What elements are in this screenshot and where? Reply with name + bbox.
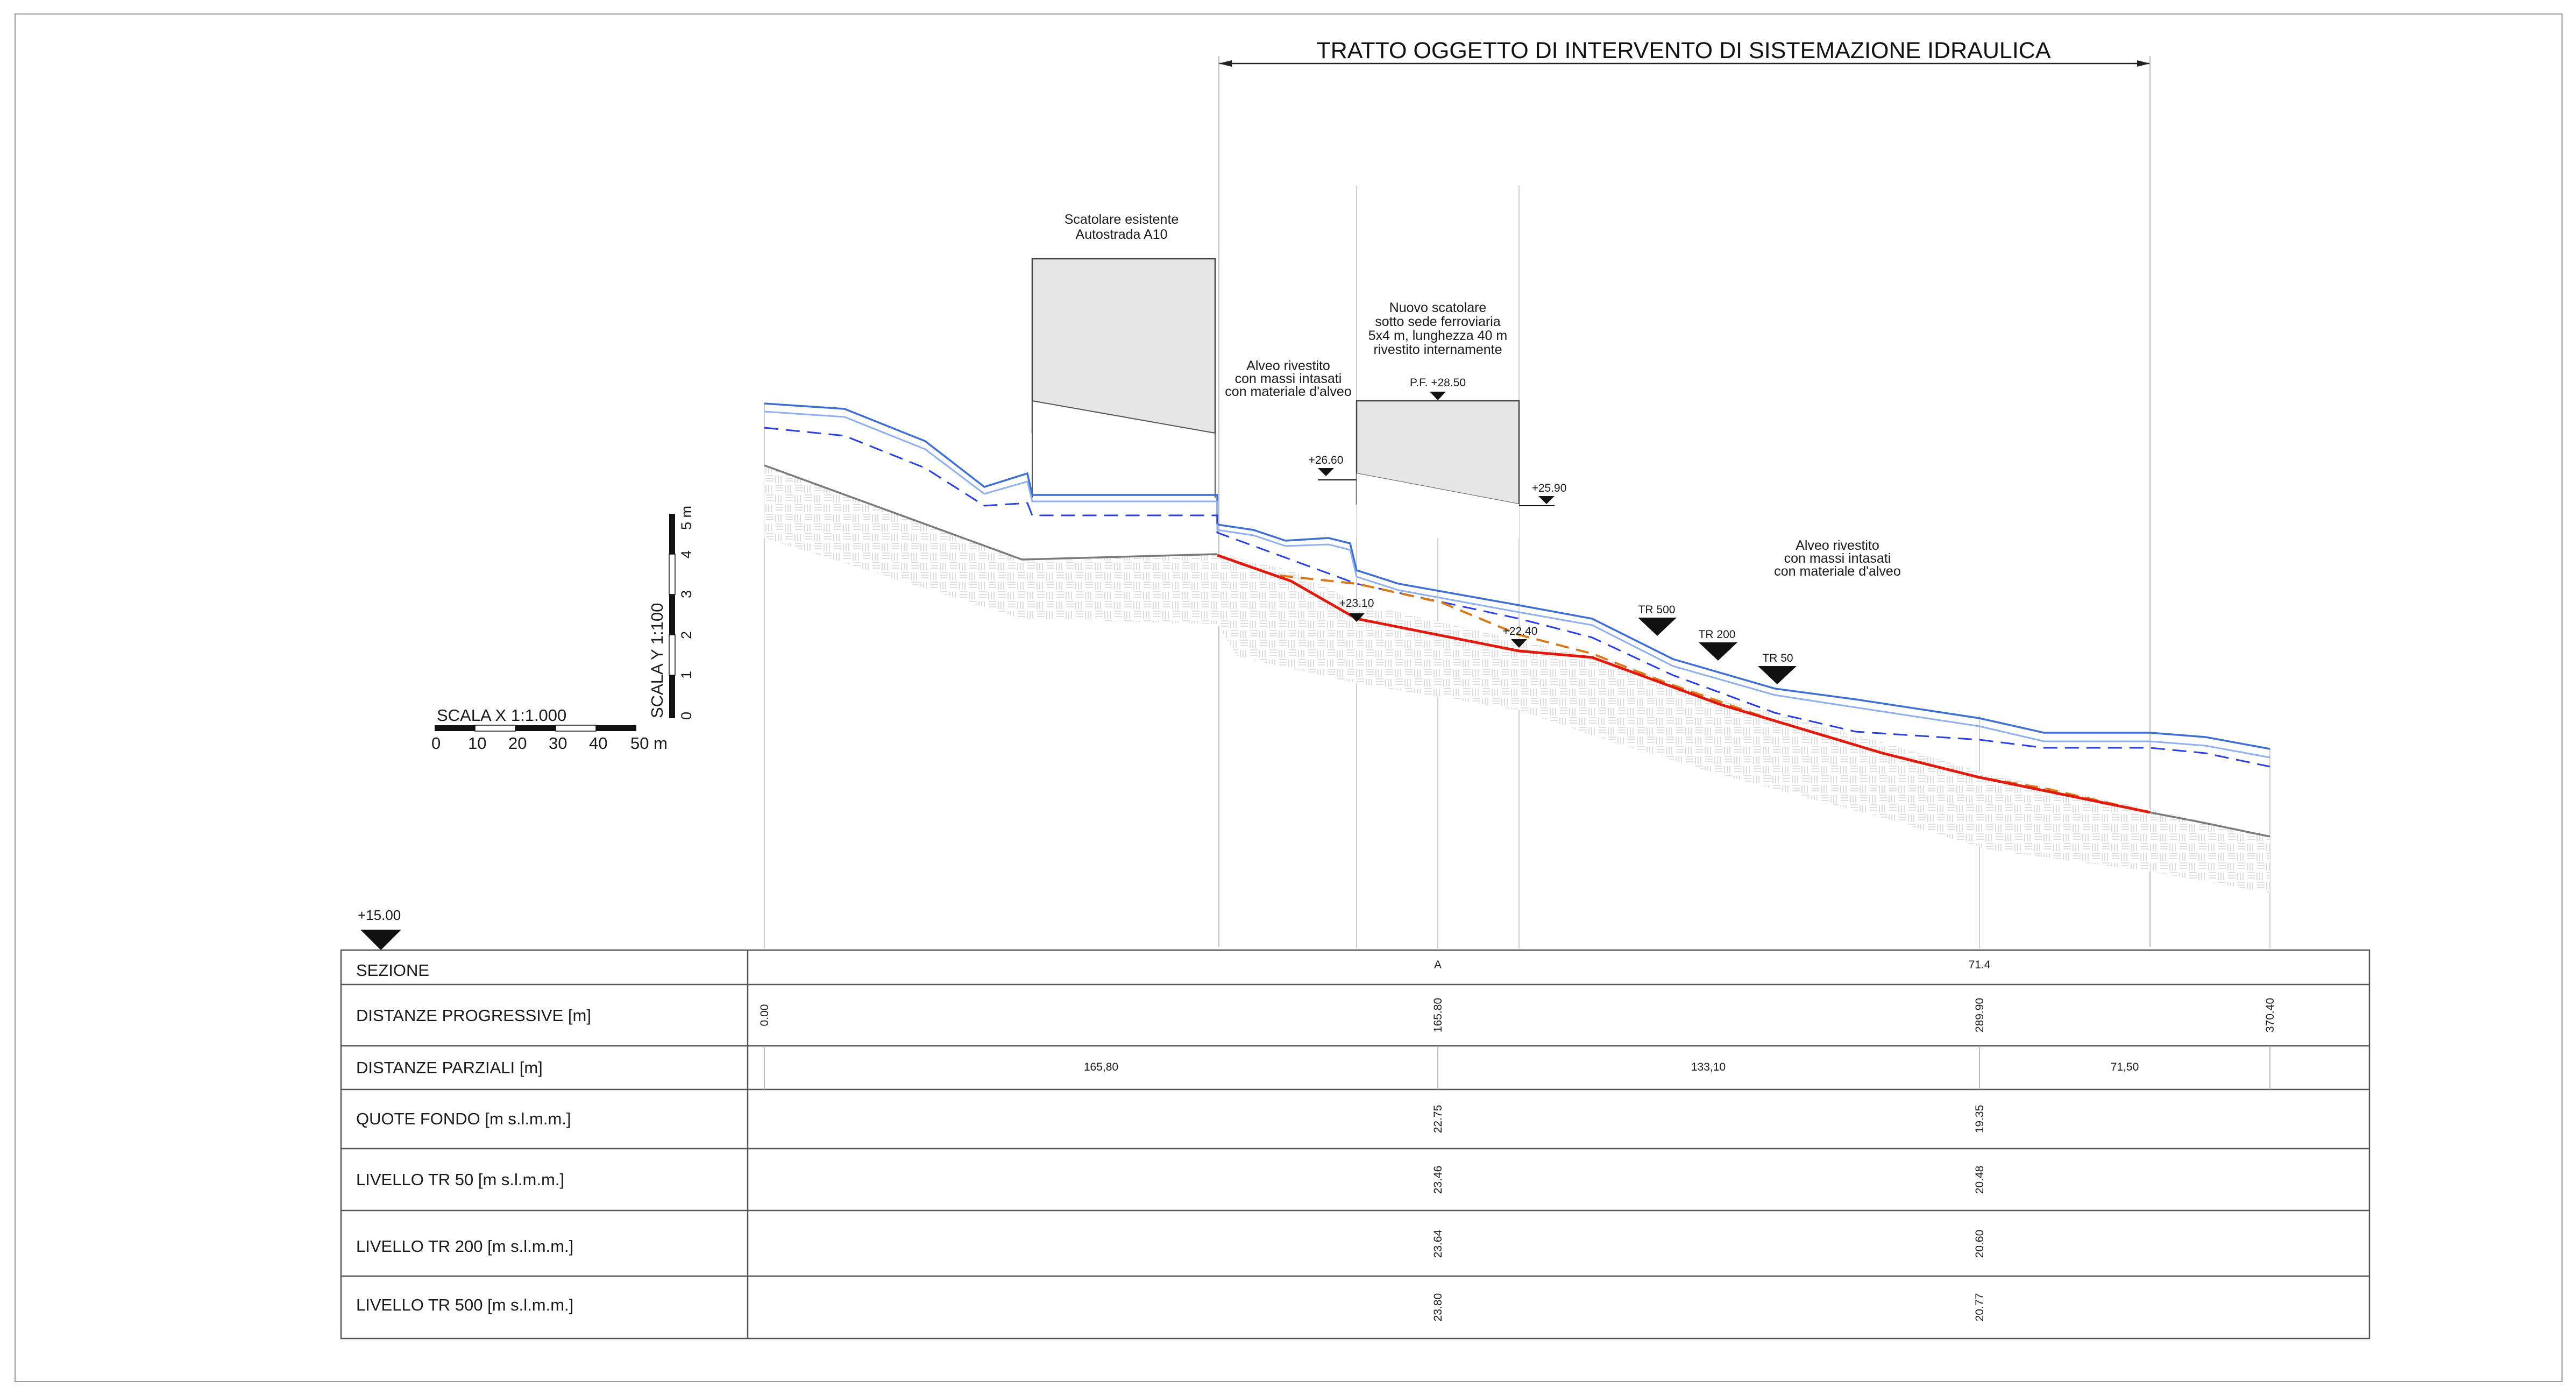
row-label-parziali: DISTANZE PARZIALI [m] xyxy=(356,1058,543,1077)
progressive-value: 370.40 xyxy=(2264,998,2276,1032)
lined-bed-2-label-2: con massi intasati xyxy=(1784,551,1891,566)
terrain-line-downstream xyxy=(2149,811,2270,838)
sezione-value: A xyxy=(1434,959,1442,971)
parziali-value: 133,10 xyxy=(1691,1061,1726,1073)
svg-text:+15.00: +15.00 xyxy=(358,907,401,923)
row-label-tr500: LIVELLO TR 500 [m s.l.m.m.] xyxy=(356,1295,573,1314)
svg-text:5 m: 5 m xyxy=(678,506,694,530)
quote-fondo-value: 22.75 xyxy=(1432,1105,1444,1134)
row-label-quote-fondo: QUOTE FONDO [m s.l.m.m.] xyxy=(356,1109,571,1128)
tr200-marker: TR 200 xyxy=(1699,628,1737,661)
parziali-value: 165,80 xyxy=(1084,1061,1118,1073)
scale-y-label: SCALA Y 1:100 xyxy=(648,603,666,718)
row-label-sezione: SEZIONE xyxy=(356,961,429,980)
existing-bed-line xyxy=(1280,575,2151,813)
quote-fondo-value: 19.35 xyxy=(1974,1105,1986,1134)
tr500-marker: TR 500 xyxy=(1638,604,1677,636)
progressive-value: 0.00 xyxy=(758,1004,771,1026)
progressive-value: 165.80 xyxy=(1432,998,1444,1032)
svg-text:0: 0 xyxy=(678,712,694,720)
lined-bed-1-label-2: con massi intasati xyxy=(1235,371,1342,386)
svg-text:+23.10: +23.10 xyxy=(1339,597,1374,610)
drawing-title: TRATTO OGGETTO DI INTERVENTO DI SISTEMAZ… xyxy=(1316,38,2050,63)
lined-bed-2-label-3: con materiale d'alveo xyxy=(1774,564,1900,579)
svg-text:40: 40 xyxy=(589,734,607,753)
svg-text:P.F. +28.50: P.F. +28.50 xyxy=(1410,377,1466,389)
existing-culvert-a10 xyxy=(1031,258,1216,498)
svg-text:+25.90: +25.90 xyxy=(1532,482,1567,494)
svg-text:+22.40: +22.40 xyxy=(1503,625,1538,638)
new-culvert-label-2: sotto sede ferroviaria xyxy=(1375,314,1501,329)
datum-marker: +15.00 xyxy=(358,907,401,950)
svg-text:TR 200: TR 200 xyxy=(1699,628,1736,641)
parziali-value: 71,50 xyxy=(2111,1061,2139,1073)
tr50-marker: TR 50 xyxy=(1758,652,1797,684)
terrain-line xyxy=(764,464,1218,561)
design-bed-line xyxy=(1217,554,2151,814)
existing-culvert-label-2: Autostrada A10 xyxy=(1076,227,1168,242)
water-line-tr200 xyxy=(764,410,2270,759)
svg-text:20: 20 xyxy=(508,734,527,753)
svg-text:1: 1 xyxy=(678,671,694,679)
new-culvert-label-4: rivestito internamente xyxy=(1373,342,1502,357)
new-culvert-label-1: Nuovo scatolare xyxy=(1389,300,1487,315)
progressive-value: 289.90 xyxy=(1974,998,1986,1032)
tr500-value: 20.77 xyxy=(1974,1293,1986,1322)
svg-text:30: 30 xyxy=(549,734,567,753)
tr500-value: 23.80 xyxy=(1432,1293,1444,1322)
tr50-value: 23.46 xyxy=(1432,1166,1444,1194)
level-marker-2660: +26.60 xyxy=(1309,454,1357,480)
svg-text:TR 50: TR 50 xyxy=(1762,652,1793,664)
tr50-value: 20.48 xyxy=(1974,1166,1986,1194)
new-culvert-label-3: 5x4 m, lunghezza 40 m xyxy=(1368,328,1507,343)
lined-bed-2-label-1: Alveo rivestito xyxy=(1796,538,1879,553)
new-culvert xyxy=(1356,400,1520,538)
profile-data-table xyxy=(340,949,2371,1340)
svg-text:10: 10 xyxy=(468,734,486,753)
row-label-progressive: DISTANZE PROGRESSIVE [m] xyxy=(356,1006,591,1025)
svg-text:50 m: 50 m xyxy=(630,734,668,753)
svg-text:0: 0 xyxy=(431,734,441,753)
sheet-border xyxy=(15,13,2563,1382)
svg-text:4: 4 xyxy=(678,550,694,558)
scale-x-label: SCALA X 1:1.000 xyxy=(437,706,566,725)
terrain-hatch xyxy=(764,465,2270,893)
svg-text:+26.60: +26.60 xyxy=(1309,454,1344,466)
lined-bed-1-label-3: con materiale d'alveo xyxy=(1225,384,1351,399)
pf-marker: P.F. +28.50 xyxy=(1410,377,1466,400)
level-marker-2310: +23.10 xyxy=(1339,597,1374,622)
svg-text:TR 500: TR 500 xyxy=(1638,604,1676,616)
lined-bed-1-label-1: Alveo rivestito xyxy=(1246,358,1330,373)
level-marker-2240: +22.40 xyxy=(1503,625,1538,648)
row-label-tr50: LIVELLO TR 50 [m s.l.m.m.] xyxy=(356,1170,564,1189)
row-label-tr200: LIVELLO TR 200 [m s.l.m.m.] xyxy=(356,1237,573,1256)
water-line-tr500 xyxy=(764,402,2270,750)
level-marker-2590: +25.90 xyxy=(1519,482,1566,506)
water-line-tr50 xyxy=(764,427,2270,768)
sezione-value: 71.4 xyxy=(1969,959,1991,971)
svg-text:3: 3 xyxy=(678,590,694,598)
scale-y-bar: SCALA Y 1:100 0 1 2 3 4 5 m xyxy=(648,506,694,720)
intervention-dimension-line xyxy=(1218,56,2151,947)
scale-x-bar: SCALA X 1:1.000 0 10 20 30 40 50 m xyxy=(431,706,668,753)
existing-culvert-label-1: Scatolare esistente xyxy=(1065,212,1179,227)
svg-text:2: 2 xyxy=(678,631,694,639)
tr200-value: 20.60 xyxy=(1974,1230,1986,1258)
tr200-value: 23.64 xyxy=(1432,1229,1444,1258)
